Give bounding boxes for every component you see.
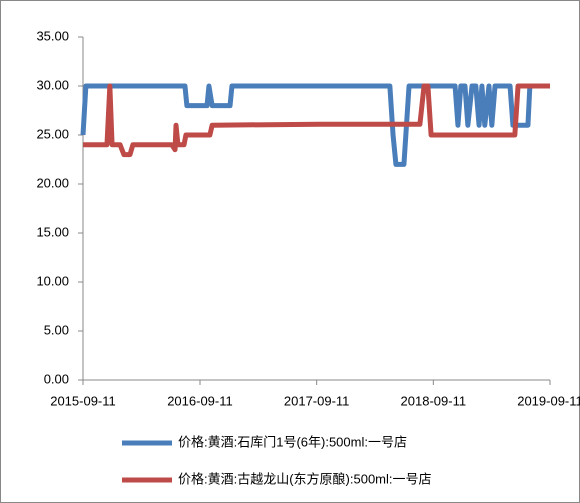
x-tick-label: 2018-09-11 bbox=[401, 393, 467, 408]
x-tick-label: 2015-09-11 bbox=[50, 393, 116, 408]
y-tick-label: 10.00 bbox=[36, 273, 69, 288]
x-tick-label: 2016-09-11 bbox=[167, 393, 233, 408]
y-tick-label: 15.00 bbox=[36, 224, 69, 239]
y-tick-label: 20.00 bbox=[36, 175, 69, 190]
x-tick-label: 2017-09-11 bbox=[284, 393, 350, 408]
legend-label: 价格:黄酒:古越龙山(东方原酿):500ml:一号店 bbox=[178, 471, 432, 486]
y-tick-label: 5.00 bbox=[44, 322, 69, 337]
series-line bbox=[80, 83, 550, 167]
legend-label: 价格:黄酒:石库门1号(6年):500ml:一号店 bbox=[178, 434, 407, 449]
y-tick-label: 35.00 bbox=[36, 28, 69, 43]
series-line bbox=[83, 83, 550, 158]
y-tick-label: 30.00 bbox=[36, 77, 69, 92]
y-tick-label: 25.00 bbox=[36, 126, 69, 141]
x-tick-label: 2019-09-11 bbox=[517, 393, 580, 408]
y-tick-label: 0.00 bbox=[44, 371, 69, 386]
